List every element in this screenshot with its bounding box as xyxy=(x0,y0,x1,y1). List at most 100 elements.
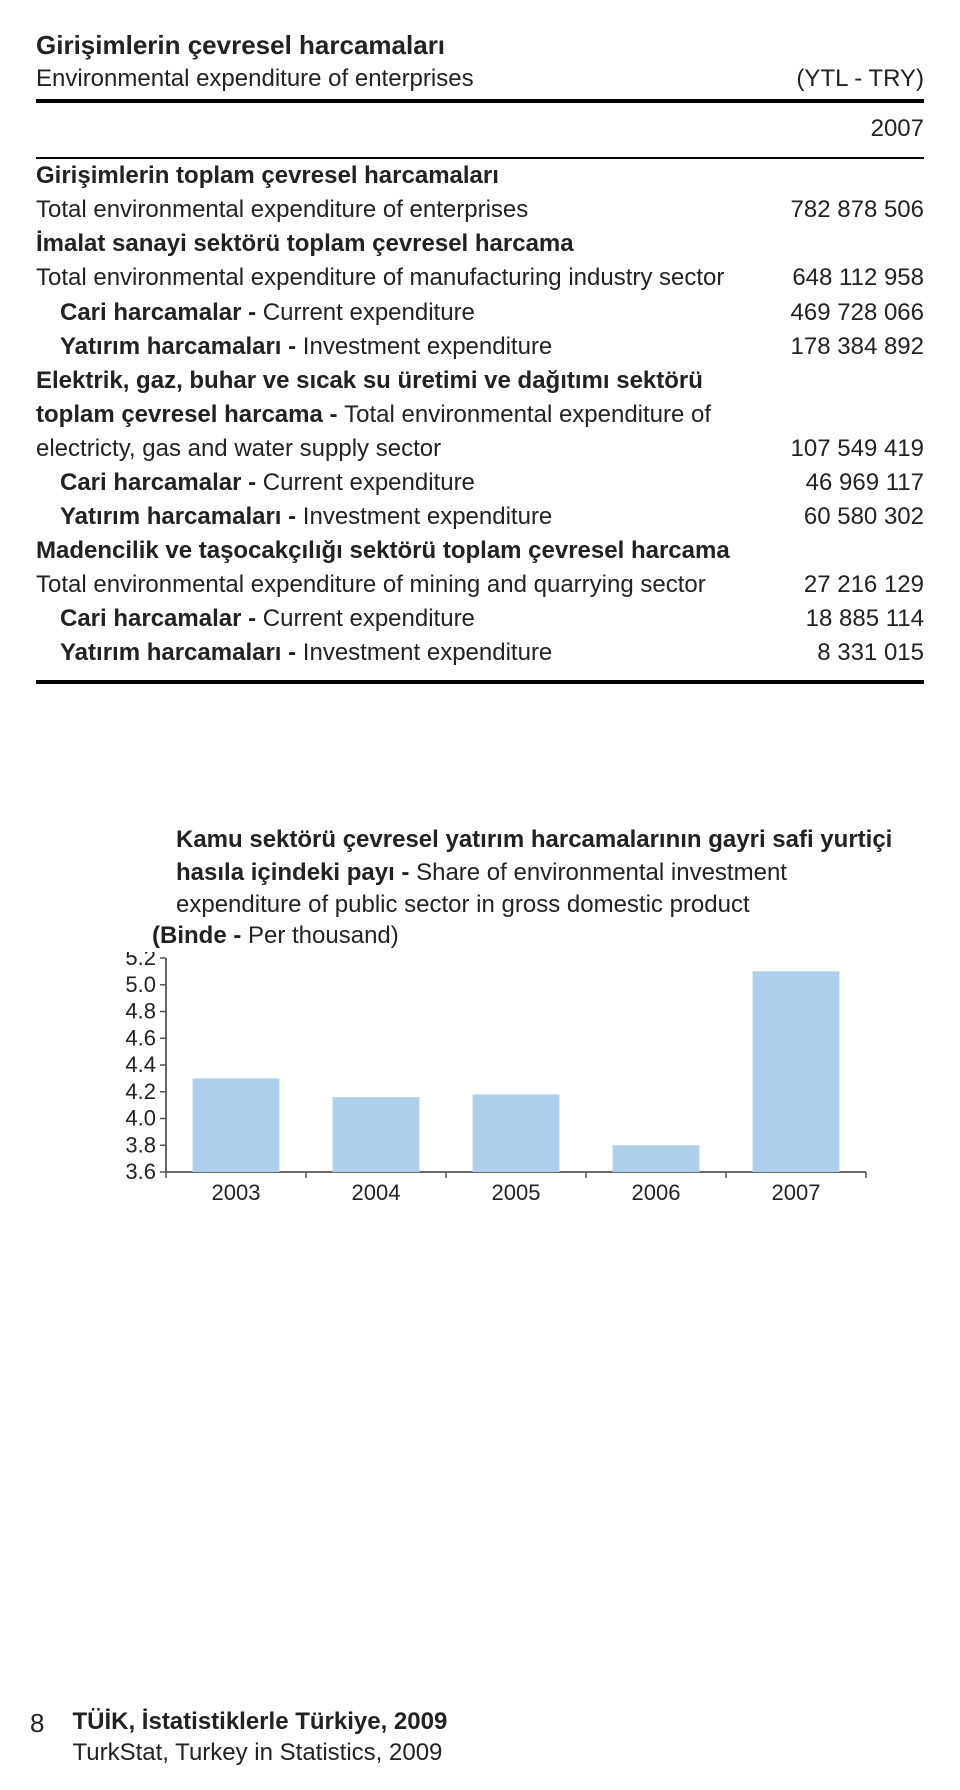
y-tick-label: 3.6 xyxy=(125,1159,156,1184)
table-row: Total environmental expenditure of enter… xyxy=(36,193,924,227)
row-label-bold: Madencilik ve taşocakçılığı sektörü topl… xyxy=(36,537,730,564)
y-tick-label: 5.2 xyxy=(125,952,156,970)
footer-line1: TÜİK, İstatistiklerle Türkiye, 2009 xyxy=(72,1708,447,1735)
y-tick-label: 3.8 xyxy=(125,1132,156,1157)
x-tick-label: 2005 xyxy=(492,1180,541,1205)
row-value: 107 549 419 xyxy=(791,432,924,466)
row-label: Yatırım harcamaları - Investment expendi… xyxy=(36,330,568,364)
rule-bottom xyxy=(36,680,924,684)
table-row: Cari harcamalar - Current expenditure 18 … xyxy=(36,602,924,636)
row-label-bold: İmalat sanayi sektörü toplam çevresel ha… xyxy=(36,230,574,257)
table-row: Girişimlerin toplam çevresel harcamaları xyxy=(36,159,924,193)
page-footer: 8 TÜİK, İstatistiklerle Türkiye, 2009 Tu… xyxy=(30,1706,447,1768)
row-label-plain: Investment expenditure xyxy=(303,333,552,360)
table-row: Madencilik ve taşocakçılığı sektörü topl… xyxy=(36,534,924,568)
row-label-plain: Total environmental expenditure of enter… xyxy=(36,196,528,223)
y-tick-label: 4.8 xyxy=(125,998,156,1023)
row-label-plain: Current expenditure xyxy=(263,605,475,632)
table-row: Cari harcamalar - Current expenditure 469… xyxy=(36,296,924,330)
bar xyxy=(613,1145,700,1172)
y-tick-label: 5.0 xyxy=(125,971,156,996)
footer-line2: TurkStat, Turkey in Statistics, 2009 xyxy=(72,1737,447,1768)
row-label-plain: Total environmental expenditure of xyxy=(344,401,711,428)
x-tick-label: 2003 xyxy=(212,1180,261,1205)
table-row: İmalat sanayi sektörü toplam çevresel ha… xyxy=(36,227,924,261)
y-tick-label: 4.0 xyxy=(125,1105,156,1130)
table-row: Yatırım harcamaları - Investment expendi… xyxy=(36,330,924,364)
chart-title: Kamu sektörü çevresel yatırım harcamalar… xyxy=(176,824,916,921)
row-label: toplam çevresel harcama - Total environm… xyxy=(36,398,727,432)
x-tick-label: 2007 xyxy=(772,1180,821,1205)
row-label-plain: Investment expenditure xyxy=(303,503,552,530)
footer-text: TÜİK, İstatistiklerle Türkiye, 2009 Turk… xyxy=(72,1706,447,1768)
row-label: Cari harcamalar - Current expenditure xyxy=(36,466,491,500)
row-label-bold: Yatırım harcamaları - xyxy=(60,503,303,530)
table-title: Girişimlerin çevresel harcamaları xyxy=(36,30,924,61)
row-label: İmalat sanayi sektörü toplam çevresel ha… xyxy=(36,227,590,261)
y-tick-label: 4.2 xyxy=(125,1078,156,1103)
bar xyxy=(333,1097,420,1172)
row-label-bold: Girişimlerin toplam çevresel harcamaları xyxy=(36,162,499,189)
row-label: Girişimlerin toplam çevresel harcamaları xyxy=(36,159,515,193)
row-label-bold: Yatırım harcamaları - xyxy=(60,639,303,666)
row-label: Total environmental expenditure of enter… xyxy=(36,193,544,227)
row-label: Yatırım harcamaları - Investment expendi… xyxy=(36,636,568,670)
table-row: toplam çevresel harcama - Total environm… xyxy=(36,398,924,432)
row-value: 27 216 129 xyxy=(804,568,924,602)
page-number: 8 xyxy=(30,1706,44,1739)
table-subtitle-row: Environmental expenditure of enterprises… xyxy=(36,65,924,93)
row-value: 18 885 114 xyxy=(806,602,924,636)
row-label-bold: Cari harcamalar - xyxy=(60,605,263,632)
row-label: Cari harcamalar - Current expenditure xyxy=(36,602,491,636)
chart-section: Kamu sektörü çevresel yatırım harcamalar… xyxy=(116,824,916,1211)
row-label-bold: Cari harcamalar - xyxy=(60,299,263,326)
table-row: Total environmental expenditure of manuf… xyxy=(36,261,924,295)
row-label: Elektrik, gaz, buhar ve sıcak su üretimi… xyxy=(36,364,719,398)
row-label-bold: Elektrik, gaz, buhar ve sıcak su üretimi… xyxy=(36,367,703,394)
table-row: Elektrik, gaz, buhar ve sıcak su üretimi… xyxy=(36,364,924,398)
row-label-bold: Cari harcamalar - xyxy=(60,469,263,496)
row-label-bold: Yatırım harcamaları - xyxy=(60,333,303,360)
row-label-plain: Current expenditure xyxy=(263,469,475,496)
table-row: Yatırım harcamaları - Investment expendi… xyxy=(36,636,924,670)
row-value: 46 969 117 xyxy=(806,466,924,500)
page: Girişimlerin çevresel harcamaları Enviro… xyxy=(0,0,960,1790)
chart-unit-plain: Per thousand) xyxy=(248,922,399,949)
row-value: 178 384 892 xyxy=(791,330,924,364)
row-label-plain: Current expenditure xyxy=(263,299,475,326)
table-row: Yatırım harcamaları - Investment expendi… xyxy=(36,500,924,534)
table-row: Total environmental expenditure of minin… xyxy=(36,568,924,602)
row-label: Yatırım harcamaları - Investment expendi… xyxy=(36,500,568,534)
row-label: Total environmental expenditure of manuf… xyxy=(36,261,740,295)
row-label-plain: Total environmental expenditure of minin… xyxy=(36,571,706,598)
chart-unit-bold: (Binde - xyxy=(152,922,248,949)
table-subtitle-right: (YTL - TRY) xyxy=(796,65,924,93)
row-label-bold: toplam çevresel harcama - xyxy=(36,401,344,428)
x-tick-label: 2004 xyxy=(352,1180,401,1205)
table-row: Cari harcamalar - Current expenditure 46 … xyxy=(36,466,924,500)
row-label-plain: electricty, gas and water supply sector xyxy=(36,435,441,462)
table-subtitle-left: Environmental expenditure of enterprises xyxy=(36,65,474,93)
row-value: 648 112 958 xyxy=(792,261,924,295)
table-row: electricty, gas and water supply sector 1… xyxy=(36,432,924,466)
data-table: Girişimlerin toplam çevresel harcamaları… xyxy=(36,159,924,670)
bar xyxy=(473,1094,560,1172)
row-value: 469 728 066 xyxy=(791,296,924,330)
row-label-plain: Total environmental expenditure of manuf… xyxy=(36,264,724,291)
bar xyxy=(193,1078,280,1172)
row-label: Cari harcamalar - Current expenditure xyxy=(36,296,491,330)
row-label-plain: Investment expenditure xyxy=(303,639,552,666)
row-label: Total environmental expenditure of minin… xyxy=(36,568,722,602)
bar xyxy=(753,971,840,1172)
row-value: 782 878 506 xyxy=(791,193,924,227)
bar-chart: 5.25.04.84.64.44.24.03.83.62003200420052… xyxy=(116,952,876,1212)
row-value: 8 331 015 xyxy=(817,636,924,670)
row-value: 60 580 302 xyxy=(804,500,924,534)
table-header: Girişimlerin çevresel harcamaları Enviro… xyxy=(36,30,924,93)
row-label: Madencilik ve taşocakçılığı sektörü topl… xyxy=(36,534,746,568)
table-year: 2007 xyxy=(36,103,924,151)
row-label: electricty, gas and water supply sector xyxy=(36,432,457,466)
x-tick-label: 2006 xyxy=(632,1180,681,1205)
y-tick-label: 4.6 xyxy=(125,1025,156,1050)
chart-unit: (Binde - Per thousand) xyxy=(152,922,916,950)
